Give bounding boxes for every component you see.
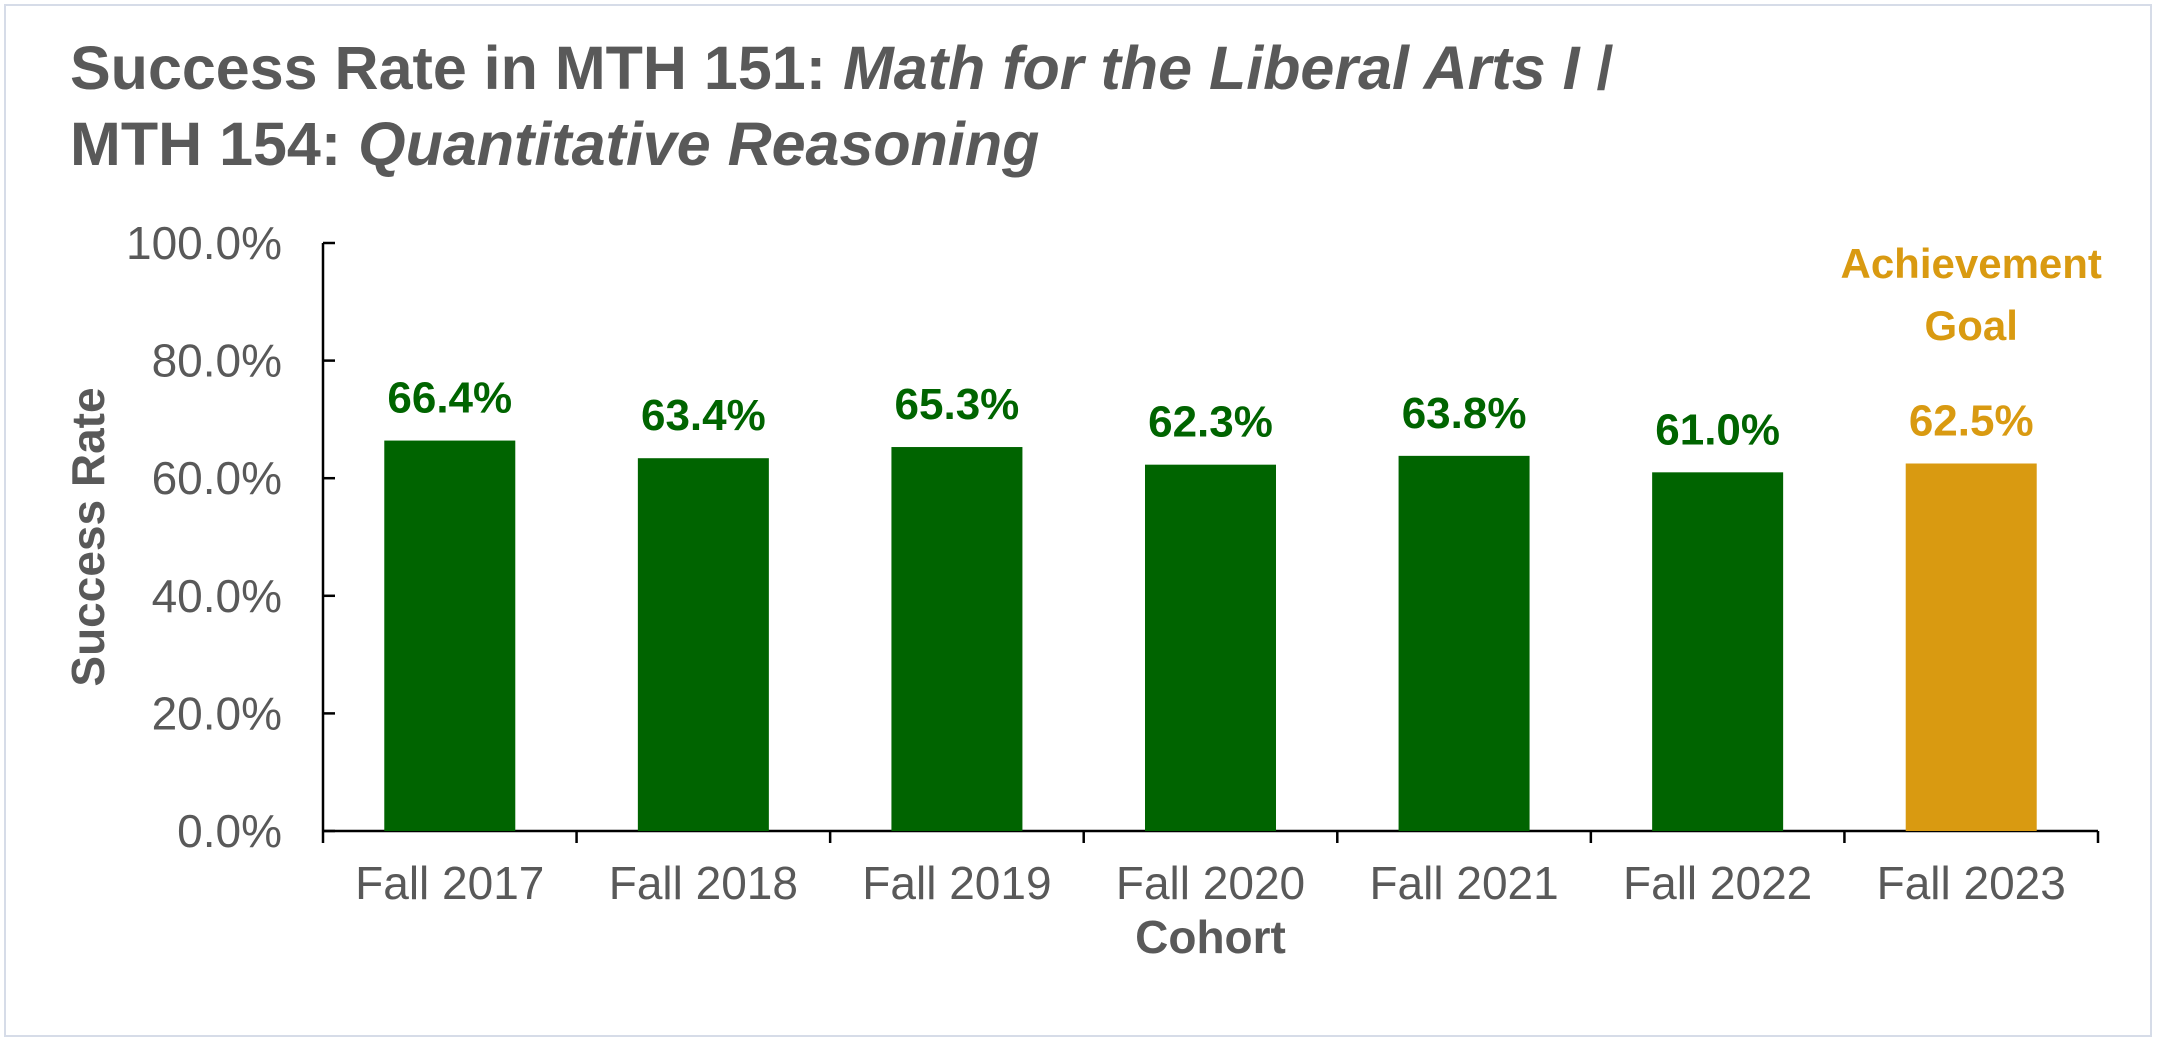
data-label: 63.8%: [1402, 389, 1527, 438]
data-label: 61.0%: [1655, 405, 1780, 454]
x-tick-label: Fall 2018: [609, 857, 798, 909]
title-line1-suffix: /: [1579, 34, 1614, 102]
title-line1-prefix: Success Rate in MTH 151:: [70, 34, 843, 102]
chart-title-line-2: MTH 154: Quantitative Reasoning: [70, 106, 1970, 182]
y-tick-label: 100.0%: [126, 217, 282, 269]
y-tick-label: 80.0%: [152, 335, 282, 387]
data-label: 63.4%: [641, 391, 766, 440]
chart-frame: [4, 4, 2152, 1037]
x-tick-label: Fall 2020: [1116, 857, 1305, 909]
chart-title: Success Rate in MTH 151: Math for the Li…: [70, 30, 1970, 182]
y-tick-label: 60.0%: [152, 452, 282, 504]
data-label: 62.3%: [1148, 398, 1273, 447]
x-tick-label: Fall 2019: [862, 857, 1051, 909]
bar: [891, 447, 1023, 831]
data-label: 62.5%: [1909, 397, 2034, 446]
achievement-goal-annotation: Goal: [1925, 302, 2018, 349]
x-tick-label: Fall 2022: [1623, 857, 1812, 909]
chart-title-line-1: Success Rate in MTH 151: Math for the Li…: [70, 30, 1970, 106]
bar: [1145, 464, 1276, 831]
bar: [637, 458, 769, 831]
title-line1-italic: Math for the Liberal Arts I: [842, 34, 1580, 102]
y-axis-title: Success Rate: [62, 387, 114, 686]
bar: [384, 440, 516, 831]
data-label: 66.4%: [387, 374, 512, 423]
x-tick-label: Fall 2017: [355, 857, 544, 909]
bar: [1652, 472, 1784, 831]
y-tick-label: 0.0%: [177, 805, 282, 857]
x-tick-label: Fall 2021: [1369, 857, 1558, 909]
bar: [1905, 463, 2037, 831]
x-tick-label: Fall 2023: [1877, 857, 2066, 909]
achievement-goal-annotation: Achievement: [1840, 240, 2101, 287]
x-axis-title: Cohort: [1135, 911, 1286, 963]
data-label: 65.3%: [895, 380, 1020, 429]
title-line2-italic: Quantitative Reasoning: [358, 110, 1040, 178]
y-tick-label: 40.0%: [152, 570, 282, 622]
bar: [1398, 455, 1530, 831]
y-tick-label: 20.0%: [152, 687, 282, 739]
title-line2-prefix: MTH 154:: [70, 110, 359, 178]
